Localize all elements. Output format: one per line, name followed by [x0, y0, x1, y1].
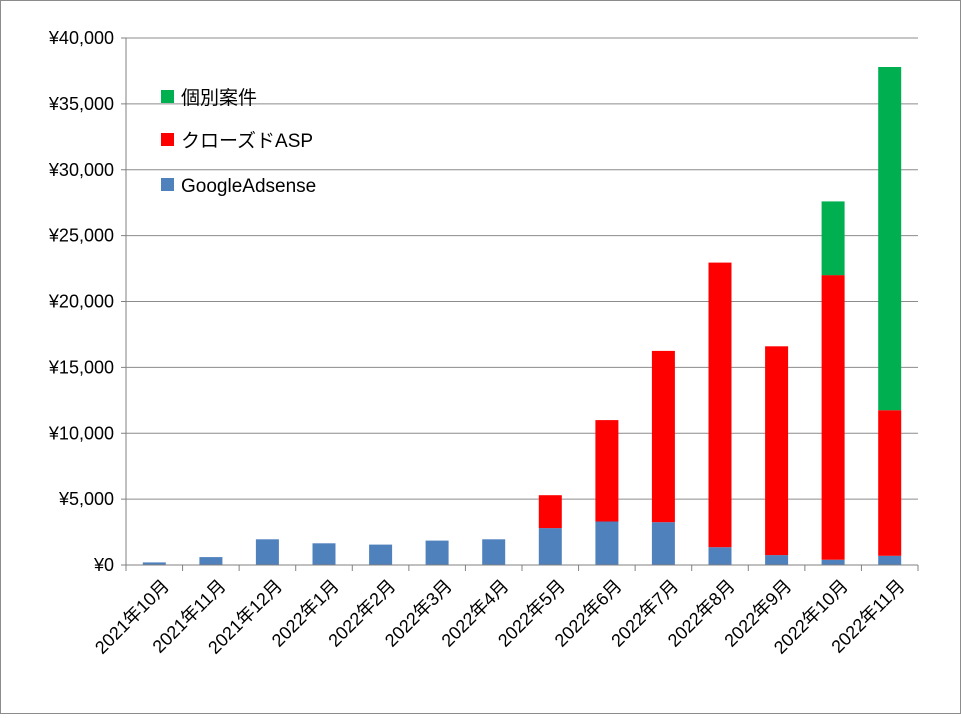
y-tick-label: ¥30,000 — [48, 160, 114, 180]
y-tick-label: ¥5,000 — [58, 489, 114, 509]
bar-segment — [765, 555, 789, 565]
bar-segment — [595, 420, 619, 522]
bar-segment — [878, 67, 902, 411]
legend-swatch — [161, 90, 174, 103]
gridlines — [126, 37, 918, 500]
axes — [125, 38, 919, 571]
legend-label: GoogleAdsense — [181, 176, 316, 197]
y-tick-label: ¥10,000 — [48, 423, 114, 443]
bar-segment — [651, 522, 675, 565]
bar-segment — [708, 547, 732, 565]
bar-segment — [538, 528, 562, 565]
bar-segment — [821, 559, 845, 565]
legend-label: クローズドASP — [181, 130, 313, 152]
legend-swatch — [161, 178, 174, 191]
y-tick-label: ¥20,000 — [48, 292, 114, 312]
bar-segment — [255, 539, 279, 565]
bar-segment — [482, 539, 506, 565]
y-tick-label: ¥0 — [93, 555, 114, 575]
bar-segment — [765, 346, 789, 556]
bar-segment — [199, 557, 223, 565]
bar-segment — [878, 555, 902, 565]
bar-segment — [369, 544, 393, 565]
bar-segment — [821, 275, 845, 560]
bar-segment — [708, 262, 732, 548]
y-tick-label: ¥15,000 — [48, 357, 114, 377]
bar-segment — [425, 540, 449, 565]
y-tick-label: ¥25,000 — [48, 226, 114, 246]
legend-swatch — [161, 133, 174, 146]
bar-segment — [312, 543, 336, 565]
y-tick-label: ¥40,000 — [48, 28, 114, 48]
bar-segment — [595, 521, 619, 565]
y-tick-label: ¥35,000 — [48, 94, 114, 114]
y-axis-tick-labels: ¥0 ¥5,000 ¥10,000 ¥15,000 ¥20,000 ¥25,000 ¥30,… — [48, 28, 126, 575]
bar-segment — [651, 350, 675, 523]
bar-segment — [821, 201, 845, 276]
bar-segment — [142, 562, 166, 565]
bar-segment — [878, 410, 902, 556]
bar-series — [142, 67, 902, 565]
bar-segment — [538, 495, 562, 529]
x-axis-tick-labels: 2021年10月2021年11月2021年12月2022年1月2022年2月20… — [91, 576, 909, 658]
legend-label: 個別案件 — [181, 87, 257, 109]
